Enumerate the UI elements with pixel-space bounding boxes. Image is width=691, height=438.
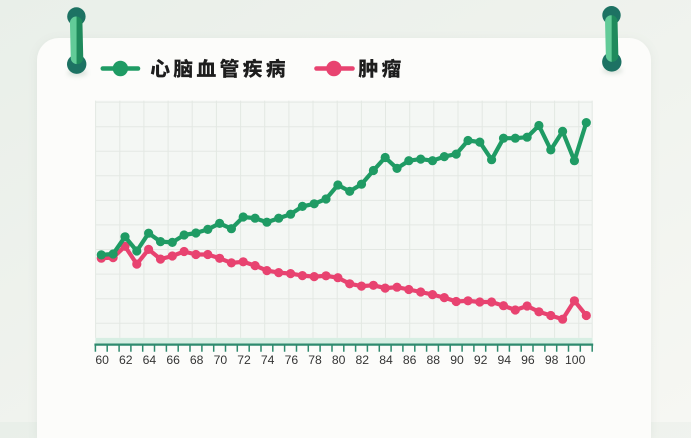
svg-text:78: 78 [308, 353, 322, 367]
svg-text:66: 66 [166, 353, 180, 367]
svg-text:70: 70 [214, 353, 228, 367]
svg-text:88: 88 [427, 353, 441, 367]
svg-text:94: 94 [498, 353, 512, 367]
svg-text:64: 64 [143, 353, 157, 367]
svg-text:96: 96 [521, 353, 535, 367]
svg-text:98: 98 [545, 353, 559, 367]
svg-text:74: 74 [261, 353, 275, 367]
svg-text:80: 80 [332, 353, 346, 367]
svg-text:62: 62 [119, 353, 133, 367]
svg-text:90: 90 [450, 353, 464, 367]
svg-text:60: 60 [95, 353, 109, 367]
svg-text:82: 82 [356, 353, 370, 367]
svg-text:84: 84 [379, 353, 393, 367]
svg-text:72: 72 [237, 353, 251, 367]
svg-text:76: 76 [285, 353, 299, 367]
svg-text:100: 100 [565, 353, 586, 367]
svg-text:92: 92 [474, 353, 488, 367]
svg-text:68: 68 [190, 353, 204, 367]
svg-text:86: 86 [403, 353, 417, 367]
